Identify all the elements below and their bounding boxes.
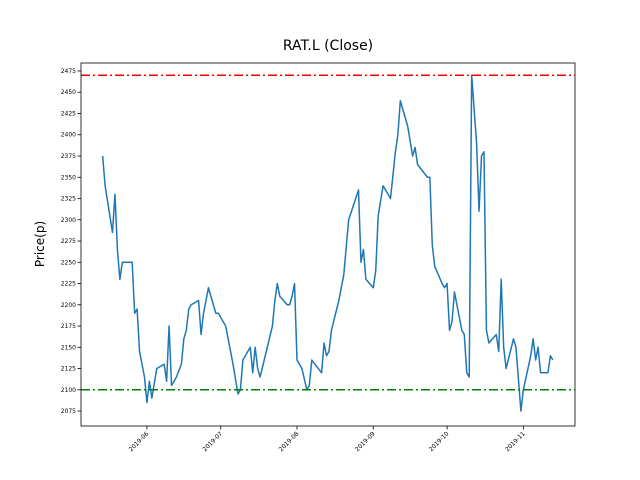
- x-tick-label: 2019-07: [201, 430, 224, 453]
- x-tick-label: 2019-06: [128, 430, 151, 453]
- y-tick-label: 2175: [61, 323, 76, 330]
- y-tick-label: 2375: [61, 153, 76, 160]
- y-tick-label: 2250: [61, 259, 76, 266]
- y-tick-label: 2425: [61, 110, 76, 117]
- y-tick-label: 2275: [61, 238, 76, 245]
- y-tick-label: 2150: [61, 344, 76, 351]
- y-tick-label: 2350: [61, 174, 76, 181]
- x-tick-label: 2019-11: [504, 430, 527, 453]
- y-tick-label: 2200: [61, 302, 76, 309]
- y-tick-label: 2300: [61, 217, 76, 224]
- y-tick-label: 2325: [61, 196, 76, 203]
- x-tick-label: 2019-09: [354, 430, 377, 453]
- y-tick-label: 2400: [61, 132, 76, 139]
- y-tick-label: 2125: [61, 366, 76, 373]
- x-tick-label: 2019-10: [428, 430, 451, 453]
- y-tick-label: 2475: [61, 68, 76, 75]
- chart-title: RAT.L (Close): [283, 38, 373, 54]
- y-axis-label: Price(p): [33, 221, 47, 267]
- x-tick-label: 2019-08: [278, 430, 301, 453]
- y-tick-label: 2225: [61, 281, 76, 288]
- price-line: [101, 74, 554, 412]
- y-tick-label: 2075: [61, 408, 76, 415]
- plot-frame: [80, 62, 576, 427]
- y-tick-label: 2450: [61, 89, 76, 96]
- y-tick-label: 2100: [61, 387, 76, 394]
